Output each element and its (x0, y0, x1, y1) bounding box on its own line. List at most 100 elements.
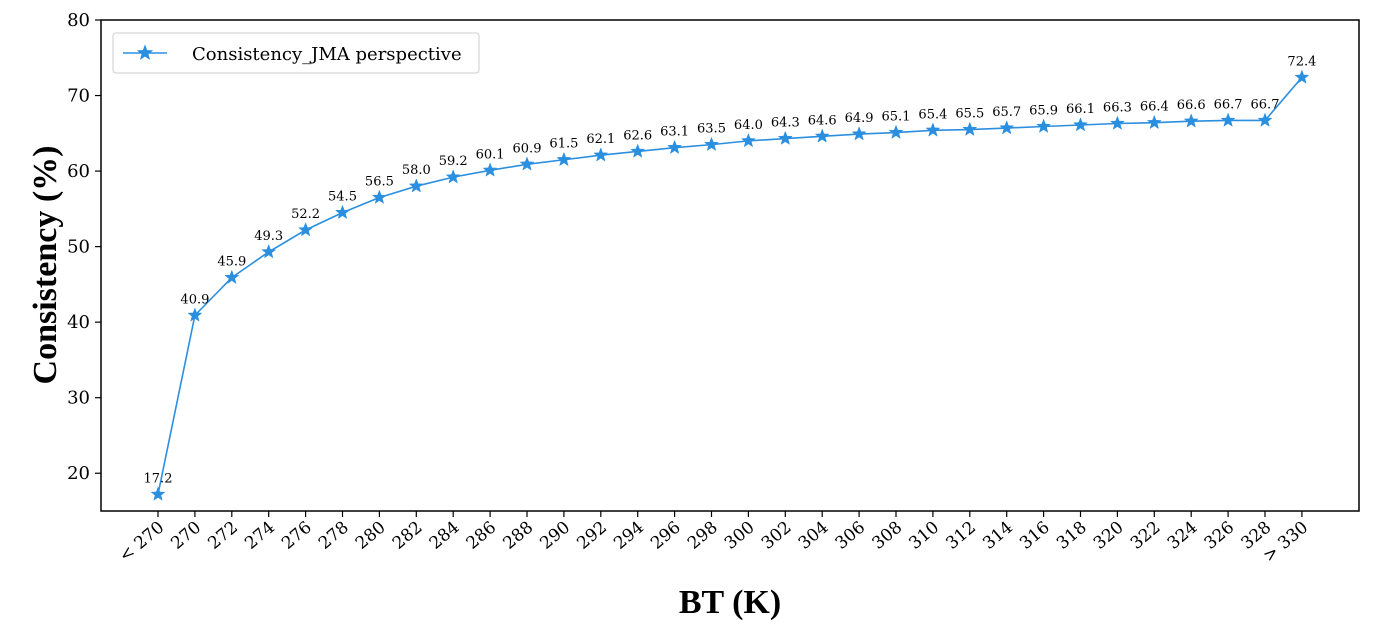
data-point-marker (298, 222, 314, 237)
x-tick-label: 324 (1164, 518, 1202, 554)
x-tick-label: 290 (536, 518, 574, 554)
data-label: 52.2 (291, 207, 320, 222)
x-tick-label: 320 (1090, 518, 1128, 554)
data-label: 45.9 (217, 255, 246, 270)
x-tick-label: 318 (1053, 518, 1091, 554)
data-point-marker (150, 486, 166, 501)
x-tick-label: 292 (573, 518, 611, 554)
data-label: 40.9 (180, 292, 209, 307)
x-tick-label: 282 (389, 518, 427, 554)
data-point-marker (1072, 117, 1089, 132)
data-label: 64.3 (771, 116, 800, 131)
data-point-marker (593, 147, 609, 162)
x-tick-label: 306 (832, 518, 870, 554)
data-point-marker (925, 122, 941, 137)
series-line (157, 76, 1303, 495)
data-point-marker (814, 128, 830, 143)
data-point-marker (187, 307, 203, 322)
data-point-marker (851, 126, 867, 141)
data-point-marker (224, 269, 240, 284)
y-tick-label: 20 (67, 463, 90, 484)
x-tick-label: 288 (499, 518, 537, 554)
data-labels-layer: 17.2 40.9 45.9 49.3 52.2 54.5 56.5 58.0 59.2 60.1… (144, 54, 1317, 486)
plot-area-frame (100, 19, 1360, 512)
data-label: 66.7 (1251, 97, 1280, 112)
data-point-marker (482, 162, 498, 177)
x-tick-label: 284 (426, 518, 464, 554)
y-tick-label: 30 (67, 388, 90, 409)
data-label: 49.3 (254, 229, 283, 244)
data-label: 66.1 (1066, 102, 1095, 117)
data-label: 54.5 (328, 190, 357, 205)
legend: Consistency_JMA perspective (112, 32, 480, 74)
data-label: 72.4 (1287, 54, 1316, 69)
data-label: 58.0 (402, 163, 431, 178)
x-tick-label: 314 (979, 518, 1017, 554)
data-point-marker (334, 204, 351, 220)
x-tick-label: 286 (463, 518, 501, 554)
x-tick-label: 276 (278, 518, 316, 554)
data-point-marker (519, 156, 535, 171)
data-point-marker (1109, 115, 1125, 130)
y-tick-label: 80 (67, 10, 90, 31)
y-tick-label: 70 (67, 86, 90, 107)
x-tick-label: 296 (647, 518, 685, 554)
x-tick-label: 316 (1016, 518, 1054, 554)
x-tick-label: 270 (167, 518, 205, 554)
data-point-marker (1257, 112, 1273, 127)
data-label: 60.9 (513, 141, 542, 156)
data-label: 63.1 (660, 125, 689, 140)
x-axis-title: BT (K) (679, 584, 781, 621)
data-label: 66.3 (1103, 100, 1132, 115)
data-label: 65.4 (918, 107, 947, 122)
data-label: 17.2 (144, 471, 173, 486)
data-point-marker (740, 132, 756, 148)
series-layer (150, 69, 1310, 501)
data-label: 63.5 (697, 122, 726, 137)
legend-box (112, 32, 480, 74)
data-point-marker (999, 120, 1015, 135)
data-label: 56.5 (365, 175, 394, 190)
data-point-marker (371, 189, 387, 204)
data-label: 60.1 (476, 147, 505, 162)
data-label: 64.9 (845, 111, 874, 126)
data-point-marker (630, 143, 646, 158)
legend-star-icon (136, 44, 154, 60)
data-point-marker (1220, 112, 1236, 127)
data-point-marker (777, 130, 793, 145)
x-tick-label: 312 (942, 518, 980, 554)
x-tick-label: 302 (758, 518, 796, 554)
y-tick-label: 60 (67, 161, 90, 182)
x-tick-label: < 270 (115, 518, 168, 567)
x-tick-label: 294 (610, 518, 648, 554)
data-point-marker (1294, 69, 1310, 84)
data-point-marker (556, 151, 572, 167)
data-label: 66.6 (1177, 98, 1206, 113)
x-tick-label: 326 (1201, 518, 1239, 554)
data-label: 61.5 (549, 137, 578, 152)
data-label: 64.0 (734, 118, 763, 133)
x-tick-label: 274 (241, 518, 279, 554)
data-label: 65.1 (882, 110, 911, 125)
y-tick-label: 50 (67, 237, 90, 258)
data-label: 62.6 (623, 128, 652, 143)
data-point-marker (962, 121, 978, 136)
legend-label: Consistency_JMA perspective (192, 44, 462, 65)
data-point-marker (1146, 114, 1162, 130)
data-label: 65.7 (992, 105, 1021, 120)
data-label: 59.2 (439, 154, 468, 169)
data-point-marker (703, 136, 720, 152)
data-label: 65.5 (955, 107, 984, 122)
data-point-marker (888, 124, 904, 139)
data-point-marker (1183, 113, 1199, 128)
data-point-marker (1036, 118, 1052, 133)
data-label: 66.7 (1214, 97, 1243, 112)
y-axis-title: Consistency (%) (27, 146, 64, 385)
x-tick-label: 272 (204, 518, 242, 554)
x-tick-label: 308 (868, 518, 906, 554)
x-tick-label: 304 (795, 518, 833, 554)
y-axis: 20 30 40 50 60 70 80 (67, 10, 101, 484)
data-label: 66.4 (1140, 100, 1169, 115)
x-tick-label: 310 (905, 518, 943, 554)
data-label: 62.1 (586, 132, 615, 147)
